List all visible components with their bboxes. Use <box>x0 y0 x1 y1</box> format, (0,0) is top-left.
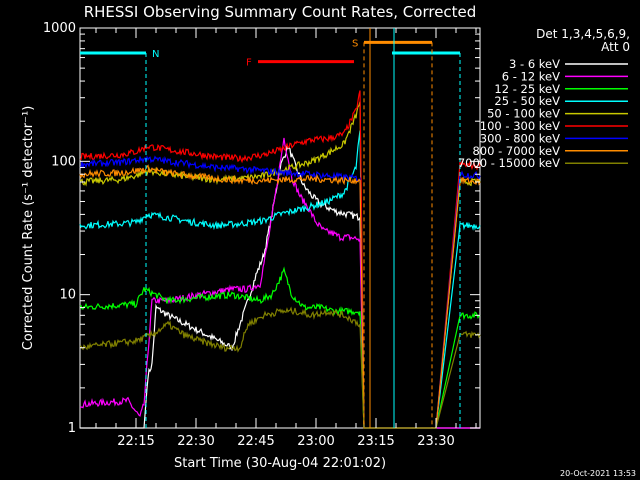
plot-frame <box>79 27 481 429</box>
legend-header-line-1: Det 1,3,4,5,6,9, <box>536 27 630 41</box>
legend-label: 7000 - 15000 keV <box>458 156 560 170</box>
series-layer <box>79 90 481 429</box>
y-tick-label: 1 <box>68 421 76 436</box>
legend-header-line-2: Att 0 <box>601 40 630 54</box>
series-line <box>79 90 481 429</box>
series-line <box>79 137 480 429</box>
legend-label: 800 - 7000 keV <box>472 144 560 158</box>
timestamp: 20-Oct-2021 13:53 <box>560 469 636 478</box>
x-tick-label: 23:30 <box>417 434 454 449</box>
legend-label: 50 - 100 keV <box>487 107 560 121</box>
x-tick-label: 23:15 <box>357 434 394 449</box>
y-tick-label: 10 <box>59 288 76 303</box>
flags-layer: N F S <box>80 28 461 428</box>
legend-label: 100 - 300 keV <box>480 119 560 133</box>
series-line <box>79 266 481 429</box>
series-line <box>80 145 480 429</box>
flag-label: S <box>352 38 358 49</box>
series-line <box>79 164 481 429</box>
series-line <box>79 306 481 429</box>
legend-label: 25 - 50 keV <box>494 94 560 108</box>
legend-label: 300 - 800 keV <box>480 131 560 145</box>
flag-label: N <box>152 49 159 60</box>
flag-label: F <box>246 58 252 69</box>
plot-area <box>79 27 481 429</box>
x-tick-label: 22:45 <box>237 434 274 449</box>
x-tick-label: 22:15 <box>117 434 154 449</box>
legend-label: 12 - 25 keV <box>494 82 560 96</box>
y-tick-label: 1000 <box>43 21 76 36</box>
axes-layer: 1 10 100 1000 22:15 22:30 22:45 23:00 23:15 23:30 <box>43 21 480 449</box>
x-tick-label: 23:00 <box>297 434 334 449</box>
legend-label: 3 - 6 keV <box>509 57 560 71</box>
legend-label: 6 - 12 keV <box>502 69 560 83</box>
x-axis-label: Start Time (30-Aug-04 22:01:02) <box>174 456 386 471</box>
series-line <box>79 155 481 429</box>
chart-title: RHESSI Observing Summary Count Rates, Co… <box>84 3 477 21</box>
x-tick-label: 22:30 <box>177 434 214 449</box>
y-tick-label: 100 <box>51 154 76 169</box>
y-axis-label: Corrected Count Rate (s⁻¹ detector⁻¹) <box>21 106 36 351</box>
